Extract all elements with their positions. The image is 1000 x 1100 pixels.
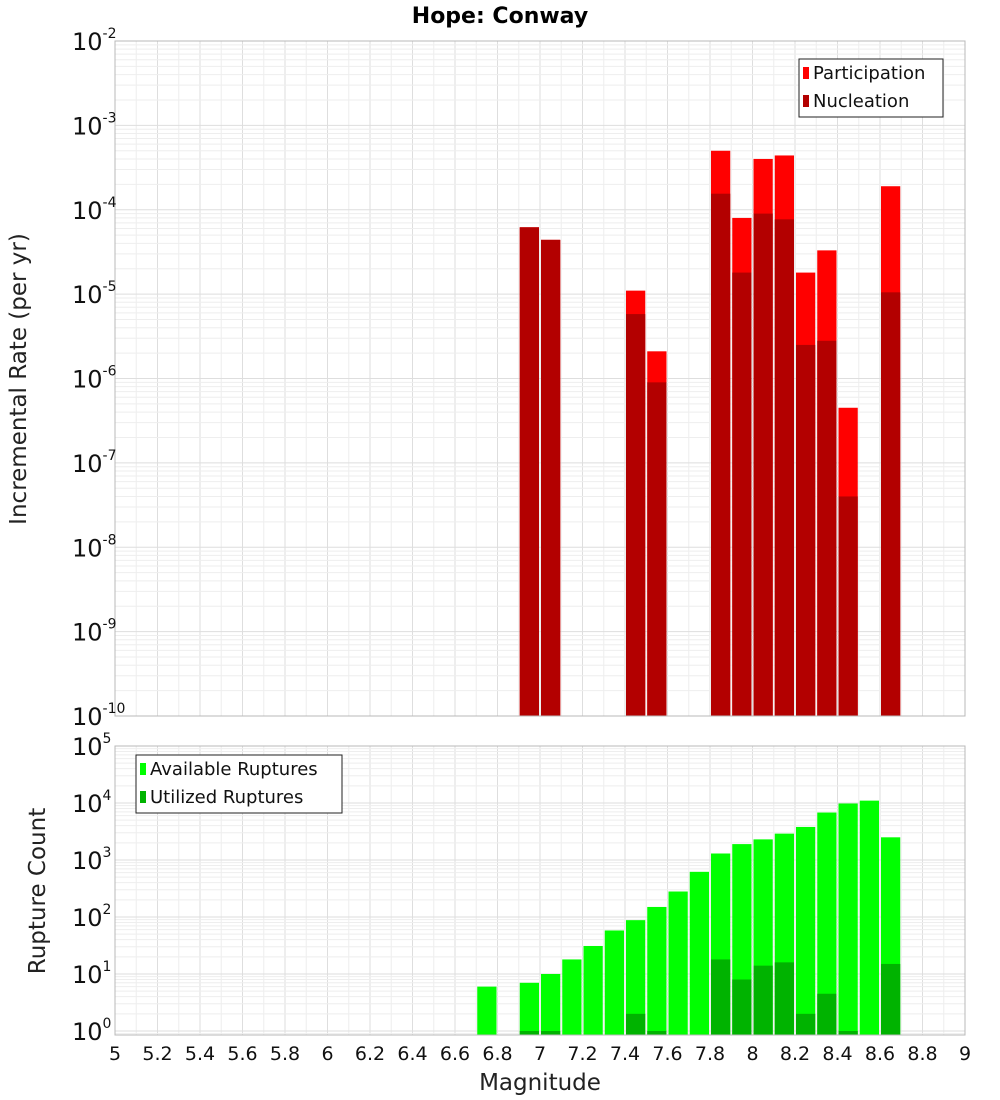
count-bar-utilized-ruptures xyxy=(541,1030,561,1035)
rate-panel: 10-10 10-9 10-8 10-7 10-6 10-5 10-4 10-3 10-2 Par… xyxy=(72,26,966,731)
x-axis-label: Magnitude xyxy=(479,1070,601,1096)
x-tick-label: 5 xyxy=(109,1043,121,1065)
y-tick-label: 103 xyxy=(72,845,111,875)
x-tick-label: 7 xyxy=(534,1043,546,1065)
y-tick-label: 10-5 xyxy=(72,279,117,309)
count-bar-available-ruptures xyxy=(689,871,709,1035)
count-bar-utilized-ruptures xyxy=(838,1030,858,1035)
legend-swatch xyxy=(140,791,146,803)
x-tick-label: 8.2 xyxy=(780,1043,810,1065)
count-bar-utilized-ruptures xyxy=(753,965,773,1035)
count-bar-utilized-ruptures xyxy=(626,1013,646,1035)
y-tick-label: 105 xyxy=(72,731,111,761)
y-tick-label: 10-9 xyxy=(72,617,117,647)
y-tick-label: 10-3 xyxy=(72,110,117,140)
x-tick-label: 6 xyxy=(321,1043,333,1065)
count-bar-available-ruptures xyxy=(838,803,858,1035)
x-tick-label: 8 xyxy=(746,1043,758,1065)
plot-frame xyxy=(114,745,966,1036)
x-tick-label: 8.6 xyxy=(865,1043,895,1065)
rate-bar-nucleation xyxy=(711,193,731,716)
legend-label: Utilized Ruptures xyxy=(150,787,303,808)
rate-bar-nucleation xyxy=(753,213,773,717)
top-y-axis-label: Incremental Rate (per yr) xyxy=(6,233,32,525)
bottom-y-axis-label: Rupture Count xyxy=(25,808,51,974)
legend-label: Nucleation xyxy=(813,91,909,112)
y-tick-label: 101 xyxy=(72,959,111,989)
y-tick-label: 104 xyxy=(72,788,112,818)
rate-bar-nucleation xyxy=(541,239,561,716)
x-tick-label: 5.8 xyxy=(270,1043,300,1065)
rate-bar-nucleation xyxy=(626,314,646,716)
rate-bar-nucleation xyxy=(519,227,539,716)
legend-label: Available Ruptures xyxy=(150,759,318,780)
y-tick-label: 10-6 xyxy=(72,364,117,394)
y-tick-label: 10-7 xyxy=(72,448,117,478)
x-tick-label: 7.4 xyxy=(610,1043,640,1065)
count-bar-available-ruptures xyxy=(647,906,667,1035)
count-bar-utilized-ruptures xyxy=(817,993,837,1035)
count-bar-utilized-ruptures xyxy=(796,1013,816,1035)
rate-bar-nucleation xyxy=(732,272,752,716)
count-bar-utilized-ruptures xyxy=(519,1030,539,1035)
count-bar-available-ruptures xyxy=(859,800,879,1035)
plot-frame xyxy=(114,40,966,717)
legend-swatch xyxy=(803,67,809,79)
y-tick-label: 100 xyxy=(72,1016,111,1046)
x-tick-label: 8.8 xyxy=(907,1043,937,1065)
x-tick-label: 6.4 xyxy=(397,1043,427,1065)
count-bar-available-ruptures xyxy=(817,812,837,1035)
count-panel: 100 101 102 103 104 105 5 5.2 5.4 5.6 5.8 6 6.2 6.4 6.… xyxy=(72,731,971,1065)
count-bar-available-ruptures xyxy=(583,945,603,1035)
count-bar-available-ruptures xyxy=(562,959,582,1035)
chart-title: Hope: Conway xyxy=(412,4,588,29)
y-tick-label: 102 xyxy=(72,902,111,932)
legend-label: Participation xyxy=(813,63,925,84)
rate-bar-nucleation xyxy=(838,496,858,716)
count-bar-utilized-ruptures xyxy=(647,1030,667,1035)
count-bar-utilized-ruptures xyxy=(732,979,752,1035)
rate-bar-nucleation xyxy=(774,219,794,717)
count-bar-available-ruptures xyxy=(519,982,539,1035)
x-tick-label: 7.2 xyxy=(567,1043,597,1065)
y-tick-label: 10-2 xyxy=(72,26,117,56)
rate-bar-nucleation xyxy=(881,292,901,716)
rate-bar-nucleation xyxy=(817,340,837,716)
legend-box xyxy=(798,58,944,118)
rate-bar-nucleation xyxy=(796,344,816,716)
count-bar-available-ruptures xyxy=(796,826,816,1035)
x-tick-label: 5.6 xyxy=(227,1043,257,1065)
x-tick-label: 9 xyxy=(959,1043,971,1065)
y-tick-label: 10-8 xyxy=(72,532,117,562)
x-tick-label: 6.8 xyxy=(482,1043,512,1065)
x-tick-label: 8.4 xyxy=(822,1043,852,1065)
count-bar-available-ruptures xyxy=(604,930,624,1035)
count-bar-utilized-ruptures xyxy=(711,959,731,1035)
x-tick-label: 7.8 xyxy=(695,1043,725,1065)
x-tick-label: 6.6 xyxy=(440,1043,470,1065)
y-tick-label: 10-4 xyxy=(72,195,117,225)
count-bar-available-ruptures xyxy=(541,973,561,1035)
x-tick-label: 5.2 xyxy=(142,1043,172,1065)
legend-swatch xyxy=(140,763,146,775)
x-tick-label: 6.2 xyxy=(355,1043,385,1065)
y-tick-label: 10-10 xyxy=(72,701,125,731)
legend-box xyxy=(135,754,343,814)
x-tick-label: 7.6 xyxy=(652,1043,682,1065)
count-bar-available-ruptures xyxy=(477,986,497,1035)
x-tick-label: 5.4 xyxy=(185,1043,215,1065)
rate-bar-nucleation xyxy=(647,382,667,716)
legend-swatch xyxy=(803,95,809,107)
count-bar-available-ruptures xyxy=(626,920,646,1035)
count-bar-utilized-ruptures xyxy=(774,962,794,1035)
count-bar-available-ruptures xyxy=(668,891,688,1035)
count-bar-utilized-ruptures xyxy=(881,963,901,1035)
